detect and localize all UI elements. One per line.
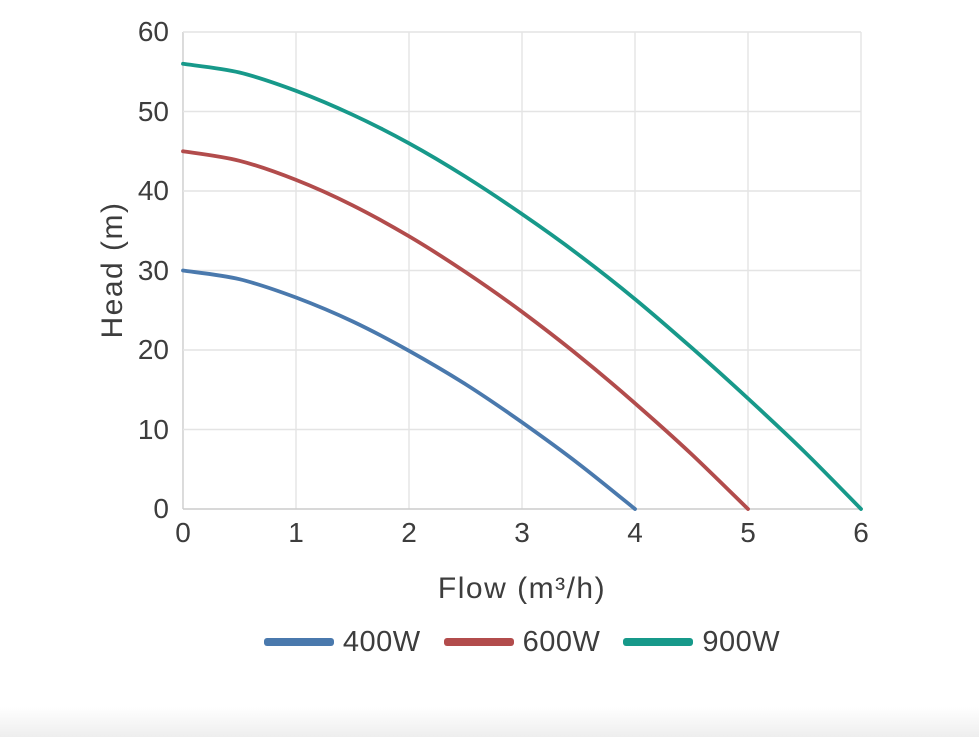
y-tick-label-20: 20	[137, 334, 169, 365]
y-tick-label-60: 60	[137, 16, 169, 47]
legend-item-400w: 400W	[263, 625, 421, 658]
y-tick-label-30: 30	[137, 254, 169, 286]
legend-item-600w: 600W	[443, 625, 601, 658]
x-tick-label-1: 1	[288, 517, 304, 548]
legend-label-400w: 400W	[342, 625, 421, 658]
pump-curve-400w	[181, 268, 637, 511]
y-tick-label-50: 50	[137, 95, 169, 127]
bottom-fade-strip	[0, 707, 979, 737]
legend-swatch-600w	[443, 638, 514, 646]
y-tick-label-40: 40	[137, 175, 169, 206]
x-tick-label-5: 5	[740, 517, 756, 548]
x-tick-label-3: 3	[514, 517, 530, 548]
legend-label-900w: 900W	[702, 625, 781, 658]
x-tick-label-2: 2	[401, 517, 417, 548]
legend-swatch-400w	[263, 638, 334, 646]
plot-area	[181, 31, 863, 511]
legend: 400W 600W 900W	[183, 620, 861, 664]
x-tick-label-4: 4	[627, 517, 643, 548]
x-axis-title: Flow (m³/h)	[437, 572, 607, 605]
legend-label-600w: 600W	[522, 625, 601, 658]
pump-curve-600w	[181, 149, 750, 511]
y-axis-title: Head (m)	[96, 201, 129, 339]
legend-swatch-900w	[623, 638, 694, 646]
x-tick-label-0: 0	[175, 517, 191, 548]
y-tick-label-0: 0	[153, 493, 169, 524]
pump-curve-900w	[181, 61, 863, 511]
legend-item-900w: 900W	[623, 625, 781, 658]
y-tick-label-10: 10	[137, 413, 169, 445]
x-tick-label-6: 6	[853, 517, 869, 548]
